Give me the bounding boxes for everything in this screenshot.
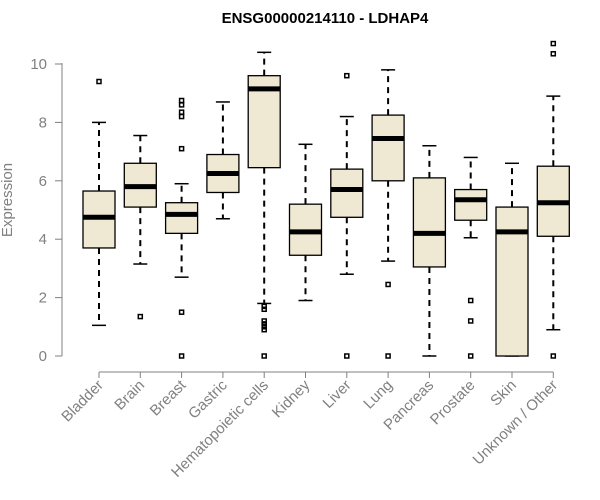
outlier-point <box>261 321 267 327</box>
x-tick-label: Brain <box>111 377 148 414</box>
y-tick-label: 10 <box>30 56 47 73</box>
outlier-point <box>467 353 474 359</box>
y-tick-label: 8 <box>39 114 47 131</box>
outlier-point <box>261 353 267 359</box>
y-axis-ticks: 0 2 4 6 8 10 <box>30 56 62 365</box>
y-tick-label: 0 <box>39 348 47 365</box>
box-hematopoietic-cells <box>247 51 281 359</box>
outlier-point <box>344 353 350 359</box>
x-tick-label: Lung <box>360 377 396 413</box>
outlier-point <box>261 303 267 310</box>
box-pancreas <box>412 145 447 357</box>
y-tick-label: 2 <box>39 290 47 307</box>
x-tick-label: Bladder <box>58 377 107 426</box>
iqr-box <box>330 168 364 218</box>
x-tick-label: Breast <box>147 376 190 419</box>
outlier-point <box>261 318 267 324</box>
outlier-point <box>137 313 144 320</box>
box-brain <box>123 134 157 320</box>
box-series <box>82 40 570 359</box>
outlier-point <box>178 145 185 152</box>
outlier-point <box>96 78 102 85</box>
x-tick-label: Prostate <box>427 377 479 429</box>
box-skin <box>495 162 529 357</box>
outlier-point <box>550 51 557 57</box>
box-gastric <box>206 101 240 220</box>
iqr-box <box>164 202 199 235</box>
x-tick-label: Kidney <box>269 376 314 421</box>
box-bladder <box>82 78 116 327</box>
y-axis-label: Expression <box>0 163 16 237</box>
outlier-point <box>467 318 474 324</box>
outlier-point <box>550 40 557 47</box>
outlier-point <box>178 309 185 315</box>
outlier-point <box>261 324 267 330</box>
outlier-point <box>178 109 185 115</box>
iqr-box <box>412 177 447 268</box>
outlier-point <box>550 353 557 359</box>
outlier-point <box>178 353 185 359</box>
y-tick-label: 4 <box>39 231 47 248</box>
box-breast <box>164 97 199 359</box>
x-tick-label: Skin <box>487 377 520 410</box>
outlier-point <box>385 353 391 359</box>
outlier-point <box>178 113 185 120</box>
x-tick-label: Liver <box>320 377 355 412</box>
outlier-point <box>178 102 185 108</box>
outlier-point <box>385 281 391 288</box>
y-tick-label: 6 <box>39 173 47 190</box>
box-kidney <box>288 143 323 302</box>
outlier-point <box>344 72 350 79</box>
box-liver <box>330 72 364 359</box>
box-unknown-other <box>536 40 570 359</box>
outlier-point <box>178 97 185 104</box>
outlier-point <box>261 326 267 333</box>
outlier-point <box>261 306 267 313</box>
iqr-box <box>371 114 405 182</box>
outlier-point <box>467 297 474 304</box>
iqr-box <box>454 188 488 221</box>
chart-title: ENSG00000214110 - LDHAP4 <box>222 10 429 27</box>
box-prostate <box>454 156 488 359</box>
box-lung <box>371 69 405 359</box>
